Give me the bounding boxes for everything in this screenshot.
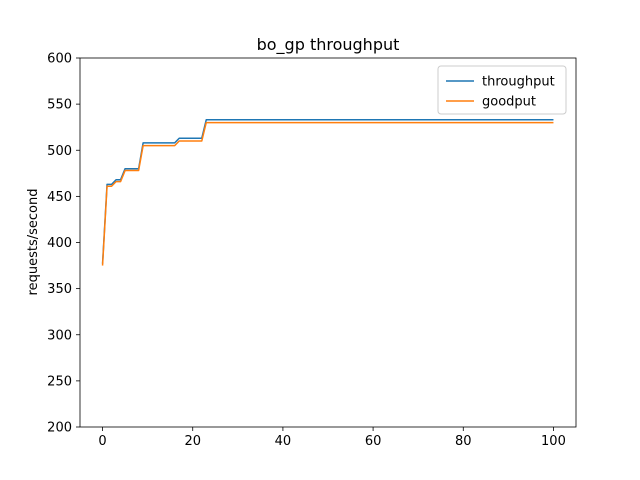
x-tick-label: 60 xyxy=(365,434,382,449)
legend-box xyxy=(437,65,567,115)
chart-title: bo_gp throughput xyxy=(257,35,400,55)
y-tick-label: 200 xyxy=(47,421,72,436)
legend-label-throughput: throughput xyxy=(482,75,555,90)
y-tick-label: 300 xyxy=(47,328,72,343)
y-tick-label: 550 xyxy=(47,98,72,113)
series-line-goodput xyxy=(101,121,554,266)
plot-area xyxy=(101,119,554,266)
legend-label-goodput: goodput xyxy=(482,95,536,110)
axes: 0 20 40 60 80 100 200 250 300 350 400 450 500 550 600 xyxy=(47,52,577,449)
y-tick-label: 400 xyxy=(47,236,72,251)
y-tick-label: 450 xyxy=(47,190,72,205)
x-tick-label: 40 xyxy=(275,434,292,449)
y-tick-label: 500 xyxy=(47,144,72,159)
y-axis-label: requests/second xyxy=(26,189,41,296)
x-tick-label: 20 xyxy=(184,434,201,449)
y-tick-label: 600 xyxy=(47,52,72,67)
legend: throughput goodput xyxy=(437,65,567,115)
x-tick-label: 0 xyxy=(98,434,106,449)
y-tick-label: 250 xyxy=(47,374,72,389)
x-tick-label: 80 xyxy=(455,434,472,449)
y-tick-label: 350 xyxy=(47,282,72,297)
x-tick-label: 100 xyxy=(541,434,566,449)
